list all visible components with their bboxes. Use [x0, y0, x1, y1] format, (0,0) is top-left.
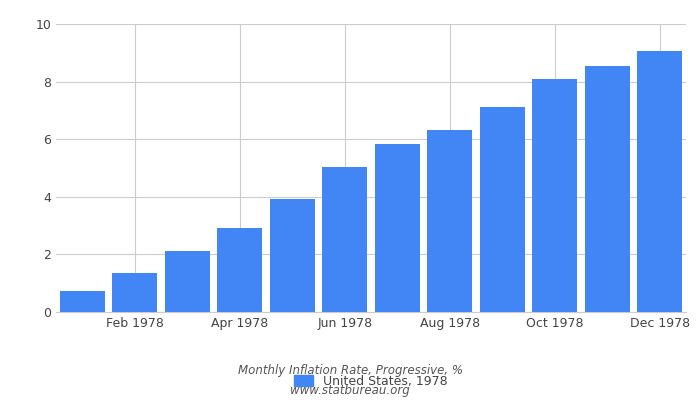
Bar	[638, 51, 682, 312]
Text: Monthly Inflation Rate, Progressive, %: Monthly Inflation Rate, Progressive, %	[237, 364, 463, 377]
Text: www.statbureau.org: www.statbureau.org	[290, 384, 410, 397]
Bar	[428, 130, 472, 312]
Bar	[60, 291, 104, 312]
Bar	[323, 168, 367, 312]
Bar	[218, 228, 262, 312]
Bar	[270, 199, 314, 312]
Bar	[375, 144, 419, 312]
Bar	[533, 79, 577, 312]
Bar	[165, 251, 209, 312]
Legend: United States, 1978: United States, 1978	[289, 370, 453, 393]
Bar	[585, 66, 629, 312]
Bar	[480, 107, 524, 312]
Bar	[113, 273, 157, 312]
